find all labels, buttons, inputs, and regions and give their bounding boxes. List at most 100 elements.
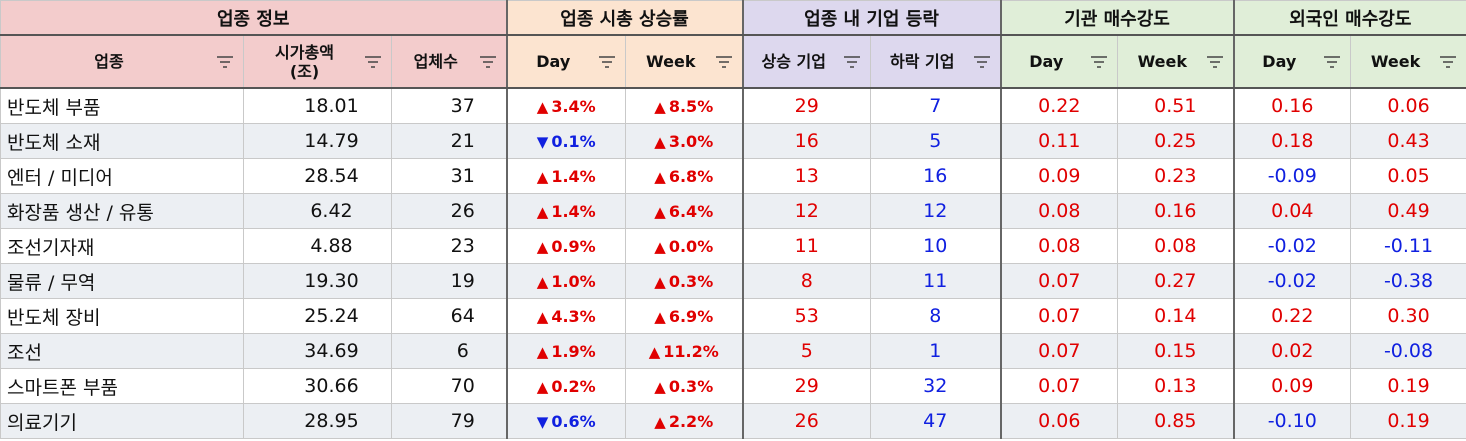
col-company-count[interactable]: 업체수	[391, 34, 507, 89]
pct-value: 0.3%	[668, 376, 714, 396]
filter-icon[interactable]	[1322, 55, 1342, 69]
company-count-cell: 70	[391, 368, 507, 404]
col-inst-day[interactable]: Day	[999, 34, 1119, 89]
group-company-updown: 업종 내 기업 등락	[741, 0, 1002, 36]
filter-icon[interactable]	[597, 55, 617, 69]
triangle-up-icon: ▲	[536, 97, 549, 116]
pct-value: 0.1%	[551, 131, 596, 151]
sector-name-cell: 엔터 / 미디어	[0, 158, 244, 194]
col-inst-week[interactable]: Week	[1117, 34, 1235, 89]
foreign-day-cell: 0.22	[1232, 298, 1352, 334]
triangle-up-icon: ▲	[648, 342, 661, 361]
triangle-up-icon: ▲	[654, 132, 666, 151]
inst-day-cell: 0.07	[999, 298, 1119, 334]
col-falling[interactable]: 하락 기업	[870, 34, 1002, 89]
col-foreign-week[interactable]: Week	[1350, 34, 1466, 89]
mcap-day-cell: ▲ 4.3%	[505, 298, 626, 334]
inst-week-cell: 0.14	[1117, 298, 1235, 334]
company-count-cell: 26	[391, 193, 507, 229]
pct-value: 0.0%	[668, 236, 714, 256]
filter-icon[interactable]	[215, 55, 235, 69]
sector-name-cell: 스마트폰 부품	[0, 368, 244, 404]
col-rising[interactable]: 상승 기업	[741, 34, 872, 89]
col-sector[interactable]: 업종	[0, 34, 244, 89]
foreign-week-cell: 0.43	[1350, 123, 1466, 159]
mcap-day-cell: ▲ 3.4%	[505, 87, 626, 124]
filter-icon[interactable]	[1205, 55, 1225, 69]
col-foreign-day[interactable]: Day	[1232, 34, 1352, 89]
company-count-cell: 31	[391, 158, 507, 194]
triangle-up-icon: ▲	[654, 167, 666, 186]
pct-value: 1.0%	[551, 271, 596, 291]
rising-count-cell: 26	[741, 403, 872, 439]
col-mcap-day[interactable]: Day	[505, 34, 626, 89]
pct-value: 4.3%	[551, 306, 596, 326]
falling-count-cell: 12	[870, 193, 1002, 229]
table-row: 엔터 / 미디어 28.54 31 ▲ 1.4% ▲ 6.8% 13 16 0.09 0.23 -0.…	[0, 158, 1466, 194]
pct-value: 0.9%	[551, 236, 596, 256]
inst-week-cell: 0.08	[1117, 228, 1235, 264]
foreign-day-cell: -0.09	[1232, 158, 1352, 194]
triangle-up-icon: ▲	[536, 307, 549, 326]
mcap-week-cell: ▲ 0.3%	[624, 368, 744, 404]
inst-week-cell: 0.23	[1117, 158, 1235, 194]
col-mcap-week[interactable]: Week	[624, 34, 744, 89]
pct-value: 2.2%	[668, 411, 714, 431]
group-institution-strength: 기관 매수강도	[999, 0, 1235, 36]
company-count-cell: 37	[391, 87, 507, 124]
pct-value: 11.2%	[663, 341, 719, 361]
sector-name-cell: 물류 / 무역	[0, 263, 244, 299]
filter-icon[interactable]	[842, 55, 862, 69]
mcap-day-cell: ▲ 1.0%	[505, 263, 626, 299]
foreign-week-cell: 0.19	[1350, 403, 1466, 439]
inst-week-cell: 0.15	[1117, 333, 1235, 369]
pct-value: 6.4%	[668, 201, 714, 221]
triangle-up-icon: ▲	[654, 272, 666, 291]
falling-count-cell: 47	[870, 403, 1002, 439]
mcap-day-cell: ▲ 1.4%	[505, 158, 626, 194]
sector-name-cell: 반도체 소재	[0, 123, 244, 159]
mcap-week-cell: ▲ 6.9%	[624, 298, 744, 334]
inst-week-cell: 0.13	[1117, 368, 1235, 404]
triangle-up-icon: ▲	[654, 412, 666, 431]
rising-count-cell: 8	[741, 263, 872, 299]
col-market-cap[interactable]: 시가총액 (조)	[243, 34, 392, 89]
sector-name-cell: 의료기기	[0, 403, 244, 439]
inst-day-cell: 0.07	[999, 333, 1119, 369]
foreign-week-cell: 0.06	[1350, 87, 1466, 124]
triangle-down-icon: ▼	[536, 132, 549, 151]
foreign-day-cell: -0.02	[1232, 228, 1352, 264]
sector-name-cell: 화장품 생산 / 유통	[0, 193, 244, 229]
rising-count-cell: 13	[741, 158, 872, 194]
foreign-day-cell: 0.18	[1232, 123, 1352, 159]
filter-icon[interactable]	[1438, 55, 1458, 69]
inst-day-cell: 0.07	[999, 368, 1119, 404]
filter-icon[interactable]	[478, 55, 498, 69]
table-row: 조선기자재 4.88 23 ▲ 0.9% ▲ 0.0% 11 10 0.08 0.08 -0.02 -0…	[0, 228, 1466, 264]
pct-value: 1.4%	[551, 166, 596, 186]
pct-value: 3.0%	[668, 131, 714, 151]
table-row: 조선 34.69 6 ▲ 1.9% ▲ 11.2% 5 1 0.07 0.15 0.02 -0.08	[0, 333, 1466, 369]
table-row: 화장품 생산 / 유통 6.42 26 ▲ 1.4% ▲ 6.4% 12 12 0.08 0.16 0…	[0, 193, 1466, 229]
table-row: 스마트폰 부품 30.66 70 ▲ 0.2% ▲ 0.3% 29 32 0.07 0.13 0.09…	[0, 368, 1466, 404]
filter-icon[interactable]	[1089, 55, 1109, 69]
pct-value: 0.3%	[668, 271, 714, 291]
sector-name-cell: 반도체 장비	[0, 298, 244, 334]
filter-icon[interactable]	[363, 55, 383, 69]
triangle-up-icon: ▲	[654, 202, 666, 221]
filter-icon[interactable]	[714, 55, 734, 69]
inst-week-cell: 0.51	[1117, 87, 1235, 124]
sector-name-cell: 조선기자재	[0, 228, 244, 264]
table-row: 반도체 부품 18.01 37 ▲ 3.4% ▲ 8.5% 29 7 0.22 0.51 0.16 0.…	[0, 87, 1466, 124]
rising-count-cell: 29	[741, 87, 872, 124]
falling-count-cell: 7	[870, 87, 1002, 124]
inst-day-cell: 0.11	[999, 123, 1119, 159]
mcap-week-cell: ▲ 6.4%	[624, 193, 744, 229]
rising-count-cell: 12	[741, 193, 872, 229]
mcap-day-cell: ▲ 0.2%	[505, 368, 626, 404]
filter-icon[interactable]	[972, 55, 992, 69]
pct-value: 0.6%	[551, 411, 596, 431]
triangle-up-icon: ▲	[536, 377, 549, 396]
pct-value: 1.4%	[551, 201, 596, 221]
